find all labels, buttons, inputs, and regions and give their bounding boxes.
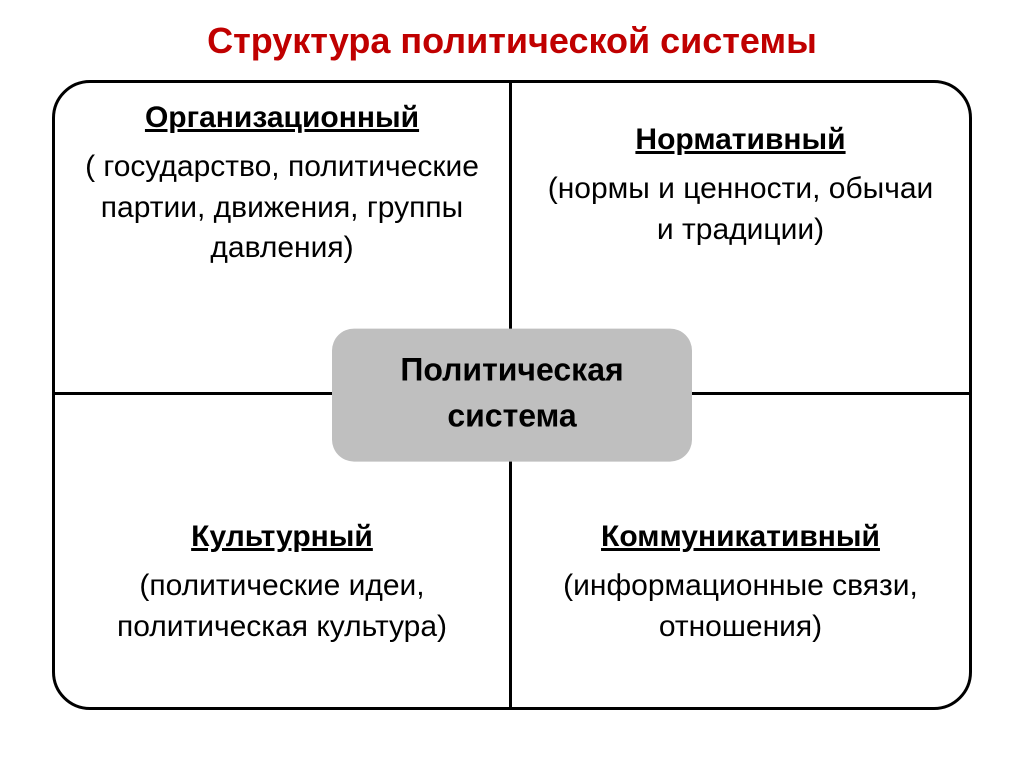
cell-desc: (политические идеи, политическая культур… (83, 566, 481, 647)
page-title: Структура политической системы (40, 20, 984, 62)
cell-desc: ( государство, политические партии, движ… (83, 147, 481, 269)
cell-desc: (нормы и ценности, обычаи и традиции) (540, 169, 941, 250)
diagram: Организационный ( государство, политичес… (40, 80, 984, 727)
cell-desc: (информационные связи, отношения) (540, 566, 941, 647)
cell-heading: Коммуникативный (601, 520, 880, 554)
quad-container: Организационный ( государство, политичес… (52, 80, 972, 710)
cell-heading: Организационный (145, 101, 419, 135)
slide: Структура политической системы Организац… (0, 0, 1024, 767)
center-line1: Политическая (376, 347, 648, 393)
cell-heading: Культурный (191, 520, 373, 554)
center-box: Политическая система (332, 329, 692, 462)
center-line2: система (376, 393, 648, 439)
cell-heading: Нормативный (635, 123, 845, 157)
